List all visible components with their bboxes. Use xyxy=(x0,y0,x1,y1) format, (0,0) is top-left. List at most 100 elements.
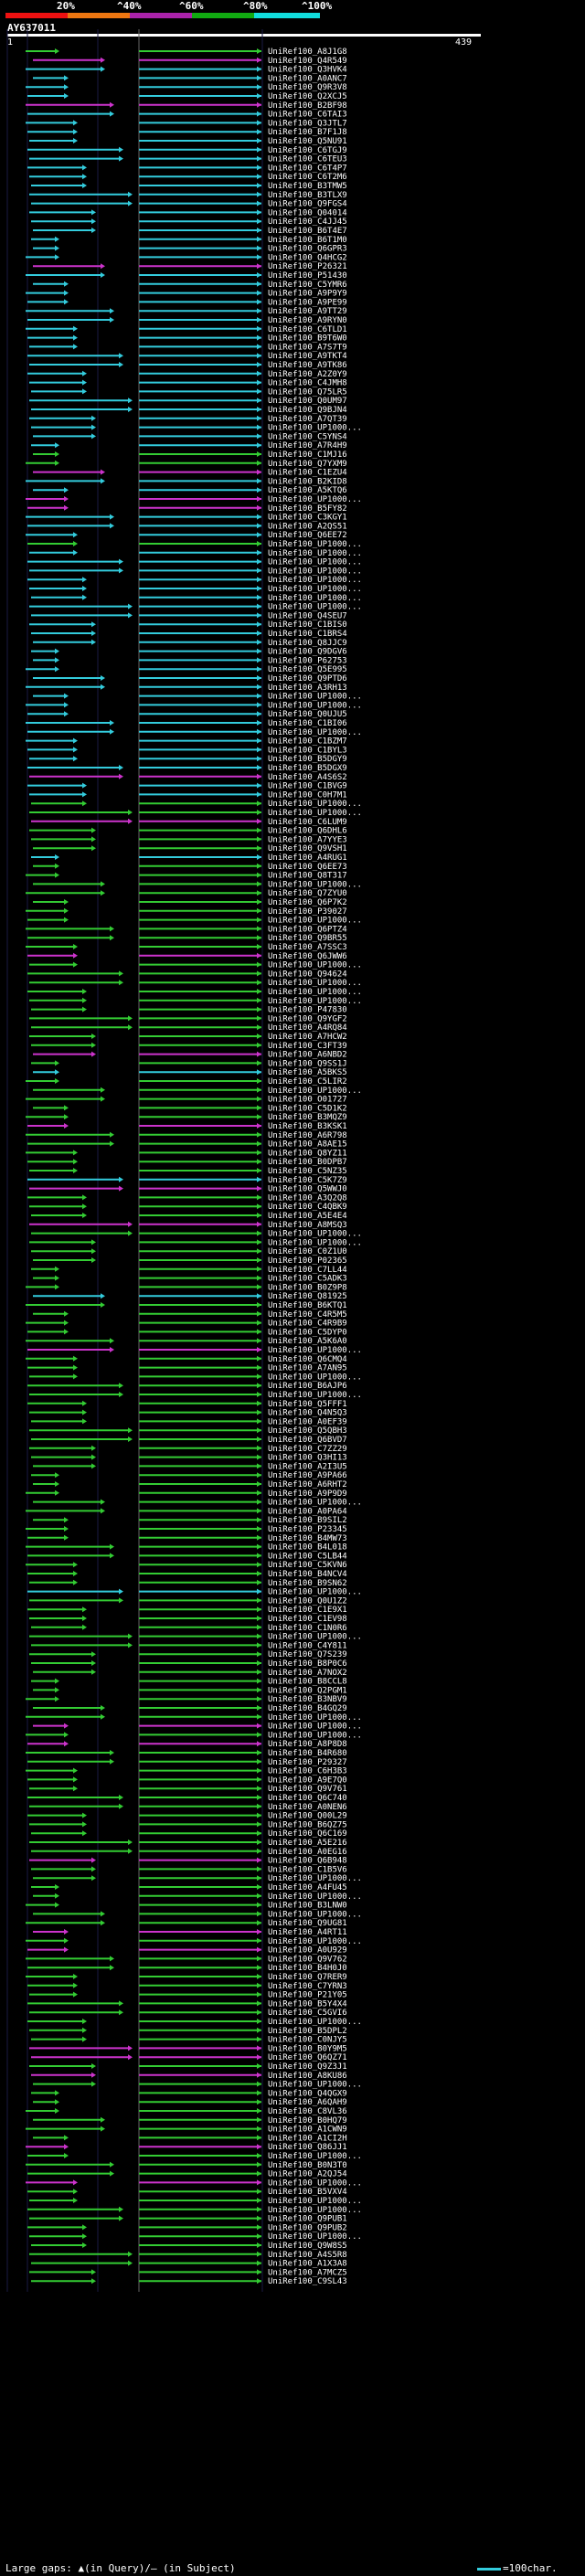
hit-label[interactable]: UniRef100_C1B5V6 xyxy=(268,1865,347,1874)
hit-label[interactable]: UniRef100_C6LUM9 xyxy=(268,818,347,827)
hit-label[interactable]: UniRef100_UP1000... xyxy=(268,2081,362,2090)
hit-label[interactable]: UniRef100_B2KID8 xyxy=(268,477,347,486)
hit-label[interactable]: UniRef100_A7S7T9 xyxy=(268,343,347,352)
hit-label[interactable]: UniRef100_B4L018 xyxy=(268,1543,347,1553)
hit-label[interactable]: UniRef100_Q6CMQ4 xyxy=(268,1355,347,1364)
hit-label[interactable]: UniRef100_Q7S239 xyxy=(268,1650,347,1659)
hit-label[interactable]: UniRef100_Q9PUB1 xyxy=(268,2215,347,2224)
hit-label[interactable]: UniRef100_B0Z9P8 xyxy=(268,1283,347,1292)
hit-label[interactable]: UniRef100_A9TKT4 xyxy=(268,352,347,361)
hit-label[interactable]: UniRef100_C5GVI6 xyxy=(268,2009,347,2018)
hit-label[interactable]: UniRef100_Q8YZ11 xyxy=(268,1149,347,1158)
hit-label[interactable]: UniRef100_A8KU86 xyxy=(268,2072,347,2081)
hit-label[interactable]: UniRef100_A0EG16 xyxy=(268,1848,347,1857)
hit-label[interactable]: UniRef100_Q6C169 xyxy=(268,1829,347,1839)
hit-label[interactable]: UniRef100_A9PE99 xyxy=(268,298,347,307)
hit-label[interactable]: UniRef100_B8P0C6 xyxy=(268,1659,347,1669)
hit-label[interactable]: UniRef100_Q9V762 xyxy=(268,1955,347,1964)
hit-label[interactable]: UniRef100_B9SIL2 xyxy=(268,1516,347,1525)
hit-label[interactable]: UniRef100_UP1000... xyxy=(268,800,362,809)
hit-label[interactable]: UniRef100_C1E9X1 xyxy=(268,1606,347,1615)
hit-label[interactable]: UniRef100_A1CWN9 xyxy=(268,2125,347,2135)
hit-label[interactable]: UniRef100_B0N3T0 xyxy=(268,2161,347,2170)
hit-label[interactable]: UniRef100_UP1000... xyxy=(268,567,362,576)
hit-label[interactable]: UniRef100_Q9W8S5 xyxy=(268,2242,347,2251)
hit-label[interactable]: UniRef100_B8CCL8 xyxy=(268,1678,347,1687)
hit-label[interactable]: UniRef100_UP1000... xyxy=(268,1238,362,1247)
hit-label[interactable]: UniRef100_B9T6W0 xyxy=(268,334,347,344)
hit-label[interactable]: UniRef100_B4H0J0 xyxy=(268,1964,347,1973)
hit-label[interactable]: UniRef100_Q3HVK4 xyxy=(268,66,347,75)
hit-label[interactable]: UniRef100_Q9PUB2 xyxy=(268,2223,347,2232)
hit-label[interactable]: UniRef100_A4S5R8 xyxy=(268,2251,347,2260)
hit-label[interactable]: UniRef100_B3MQZ9 xyxy=(268,1113,347,1122)
hit-label[interactable]: UniRef100_C1EV98 xyxy=(268,1615,347,1624)
hit-label[interactable]: UniRef100_Q9R3V8 xyxy=(268,83,347,92)
hit-label[interactable]: UniRef100_P26321 xyxy=(268,262,347,271)
hit-label[interactable]: UniRef100_C6H3B3 xyxy=(268,1767,347,1776)
hit-label[interactable]: UniRef100_A9TT29 xyxy=(268,307,347,316)
hit-label[interactable]: UniRef100_Q5E995 xyxy=(268,665,347,674)
hit-label[interactable]: UniRef100_C3FT39 xyxy=(268,1042,347,1051)
hit-label[interactable]: UniRef100_C5YNS4 xyxy=(268,432,347,441)
hit-label[interactable]: UniRef100_C5LIR2 xyxy=(268,1077,347,1087)
hit-label[interactable]: UniRef100_C4QBK9 xyxy=(268,1203,347,1212)
hit-label[interactable]: UniRef100_Q5QBH3 xyxy=(268,1426,347,1436)
hit-label[interactable]: UniRef100_C0H7M1 xyxy=(268,790,347,800)
hit-label[interactable]: UniRef100_UP1000... xyxy=(268,1874,362,1883)
hit-label[interactable]: UniRef100_Q0U1Z2 xyxy=(268,1596,347,1606)
hit-label[interactable]: UniRef100_UP1000... xyxy=(268,809,362,818)
hit-label[interactable]: UniRef100_C5LB44 xyxy=(268,1552,347,1561)
hit-label[interactable]: UniRef100_C1BVG9 xyxy=(268,782,347,791)
hit-label[interactable]: UniRef100_B4MW73 xyxy=(268,1534,347,1543)
hit-label[interactable]: UniRef100_B5DGY9 xyxy=(268,755,347,764)
hit-label[interactable]: UniRef100_A3Q2Q8 xyxy=(268,1193,347,1203)
hit-label[interactable]: UniRef100_Q86JJ1 xyxy=(268,2143,347,2152)
hit-label[interactable]: UniRef100_A4RUG1 xyxy=(268,853,347,863)
hit-label[interactable]: UniRef100_Q6DHL6 xyxy=(268,827,347,836)
hit-label[interactable]: UniRef100_A6NBD2 xyxy=(268,1051,347,1060)
hit-label[interactable]: UniRef100_Q6C740 xyxy=(268,1794,347,1803)
hit-label[interactable]: UniRef100_Q5FFF1 xyxy=(268,1400,347,1409)
hit-label[interactable]: UniRef100_B3TLX9 xyxy=(268,191,347,200)
hit-label[interactable]: UniRef100_B5Y4X4 xyxy=(268,1999,347,2009)
hit-label[interactable]: UniRef100_B3KSK1 xyxy=(268,1122,347,1131)
hit-label[interactable]: UniRef100_A4FU45 xyxy=(268,1883,347,1892)
hit-label[interactable]: UniRef100_A7YYE3 xyxy=(268,835,347,844)
hit-label[interactable]: UniRef100_C1BYL3 xyxy=(268,746,347,755)
hit-label[interactable]: UniRef100_B4R680 xyxy=(268,1749,347,1758)
hit-label[interactable]: UniRef100_UP1000... xyxy=(268,2178,362,2188)
hit-label[interactable]: UniRef100_C1BRS4 xyxy=(268,630,347,639)
hit-label[interactable]: UniRef100_C1EZU4 xyxy=(268,469,347,478)
hit-label[interactable]: UniRef100_B6T1M0 xyxy=(268,236,347,245)
hit-label[interactable]: UniRef100_B2BF98 xyxy=(268,101,347,111)
hit-label[interactable]: UniRef100_Q9SS1J xyxy=(268,1059,347,1068)
hit-label[interactable]: UniRef100_C7LL44 xyxy=(268,1266,347,1275)
hit-label[interactable]: UniRef100_UP1000... xyxy=(268,1937,362,1946)
hit-label[interactable]: UniRef100_UP1000... xyxy=(268,1087,362,1096)
hit-label[interactable]: UniRef100_B6AJP6 xyxy=(268,1382,347,1391)
hit-label[interactable]: UniRef100_UP1000... xyxy=(268,701,362,710)
hit-label[interactable]: UniRef100_C4JMH8 xyxy=(268,379,347,388)
hit-label[interactable]: UniRef100_B3NBV9 xyxy=(268,1695,347,1704)
hit-label[interactable]: UniRef100_UP1000... xyxy=(268,997,362,1006)
hit-label[interactable]: UniRef100_A8P8D8 xyxy=(268,1740,347,1749)
hit-label[interactable]: UniRef100_Q4QGX9 xyxy=(268,2089,347,2098)
hit-label[interactable]: UniRef100_P62753 xyxy=(268,656,347,665)
hit-label[interactable]: UniRef100_A8J1G8 xyxy=(268,48,347,57)
hit-label[interactable]: UniRef100_Q9PTD6 xyxy=(268,674,347,684)
hit-label[interactable]: UniRef100_P39027 xyxy=(268,907,347,917)
hit-label[interactable]: UniRef100_A3RH13 xyxy=(268,684,347,693)
hit-label[interactable]: UniRef100_A5KTQ6 xyxy=(268,486,347,495)
hit-label[interactable]: UniRef100_C4R5M5 xyxy=(268,1310,347,1320)
hit-label[interactable]: UniRef100_UP1000... xyxy=(268,961,362,970)
hit-label[interactable]: UniRef100_C4Y811 xyxy=(268,1641,347,1650)
hit-label[interactable]: UniRef100_Q9UG81 xyxy=(268,1919,347,1928)
hit-label[interactable]: UniRef100_P29327 xyxy=(268,1758,347,1767)
hit-label[interactable]: UniRef100_C5YMR6 xyxy=(268,281,347,290)
hit-label[interactable]: UniRef100_C4R9B9 xyxy=(268,1320,347,1329)
hit-label[interactable]: UniRef100_C7ZZ29 xyxy=(268,1445,347,1454)
hit-label[interactable]: UniRef100_Q2XCJ5 xyxy=(268,92,347,101)
hit-label[interactable]: UniRef100_UP1000... xyxy=(268,540,362,549)
hit-label[interactable]: UniRef100_UP1000... xyxy=(268,603,362,612)
